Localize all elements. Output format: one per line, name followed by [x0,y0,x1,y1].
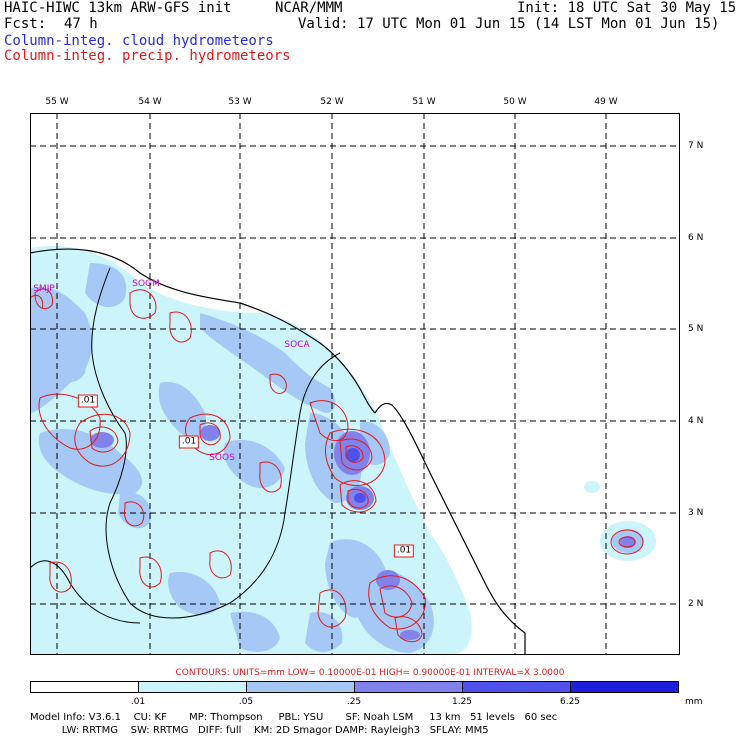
colorbar-tick: .01 [130,697,146,707]
colorbar-segment [31,682,139,692]
station-label: SOOS [209,453,235,463]
model-title: HAIC-HIWC 13km ARW-GFS init [4,0,232,16]
colorbar-segment [463,682,571,692]
lat-label: 2 N [688,599,704,609]
colorbar-tick: 6.25 [559,697,581,707]
colorbar-tick: .25 [346,697,362,707]
station-label: SMJP [33,284,55,294]
colorbar-tick: 1.25 [451,697,473,707]
lat-label: 4 N [688,416,704,426]
lon-label: 49 W [594,97,618,107]
lon-label: 52 W [320,97,344,107]
colorbar [30,681,679,693]
forecast-label: Fcst: [4,16,47,32]
contour-value-label: .01 [77,394,99,408]
model-info-line-1: Model Info: V3.6.1 CU: KF MP: Thompson P… [30,712,558,723]
coastline [30,248,526,655]
colorbar-segment [571,682,678,692]
lon-label: 51 W [412,97,436,107]
valid-time: Valid: 17 UTC Mon 01 Jun 15 (14 LST Mon … [298,16,720,32]
precip-field-label: Column-integ. precip. hydrometeors [4,48,291,64]
map-panel [30,113,680,655]
lat-label: 5 N [688,324,704,334]
lat-label: 3 N [688,508,704,518]
lat-label: 7 N [688,141,704,151]
lon-label: 50 W [503,97,527,107]
cloud-shading-mid [30,263,644,653]
colorbar-segment [247,682,355,692]
lon-label: 54 W [138,97,162,107]
cloud-field-label: Column-integ. cloud hydrometeors [4,33,274,49]
contour-value-label: .01 [178,435,200,449]
init-time: Init: 18 UTC Sat 30 May 15 [517,0,737,16]
station-label: SOCA [284,340,310,350]
contour-value-label: .01 [393,544,415,558]
colorbar-segment [355,682,463,692]
lon-label: 53 W [228,97,252,107]
colorbar-unit: mm [685,697,703,707]
precip-contours [30,288,644,643]
lat-label: 6 N [688,233,704,243]
map-frame [30,113,680,655]
station-label: SOGM [132,279,160,289]
organization-label: NCAR/MMM [275,0,343,16]
lat-lon-grid [30,113,680,655]
forecast-hour: 47 h [64,16,98,32]
country-border [30,267,341,624]
contours-info: CONTOURS: UNITS=mm LOW= 0.10000E-01 HIGH… [175,668,565,678]
colorbar-tick: .05 [238,697,254,707]
cloud-shading-max [346,448,366,503]
colorbar-segment [139,682,247,692]
lon-label: 55 W [45,97,69,107]
model-info-line-2: LW: RRTMG SW: RRTMG DIFF: full KM: 2D Sm… [30,725,489,736]
